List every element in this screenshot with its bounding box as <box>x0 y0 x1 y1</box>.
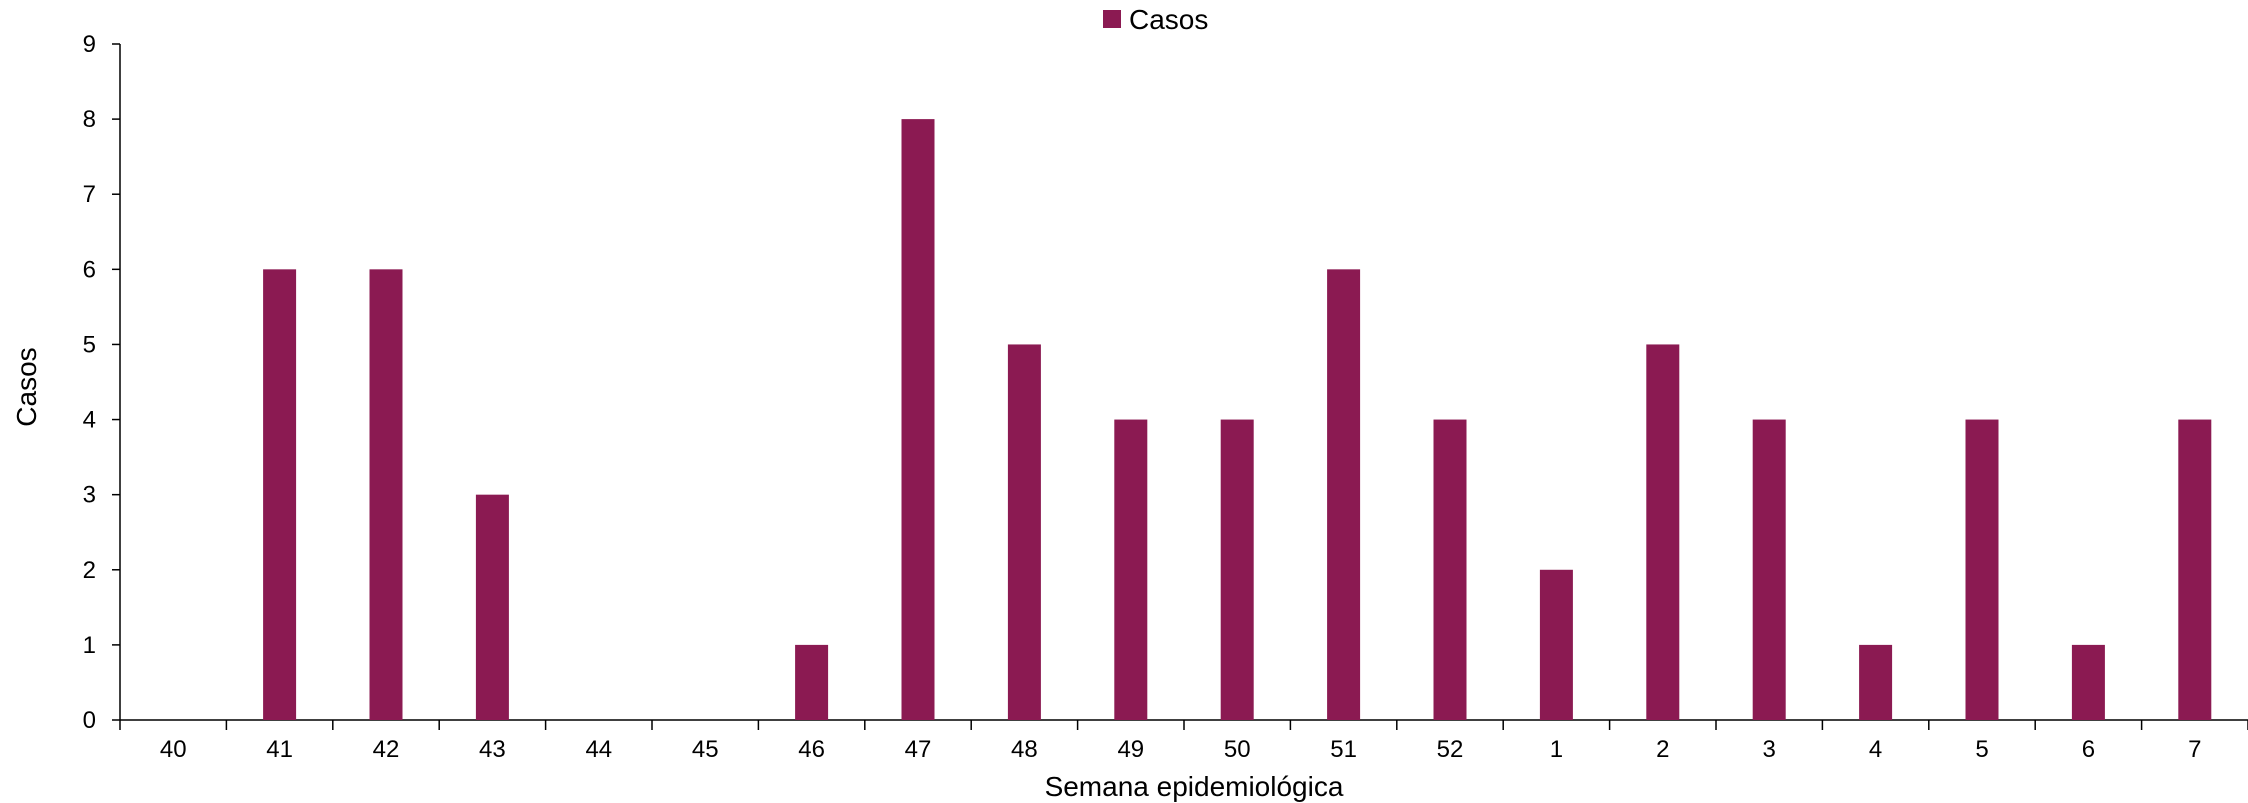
bar-week-3 <box>1752 419 1786 720</box>
legend-label: Casos <box>1129 4 1208 35</box>
x-tick-label: 44 <box>585 736 612 763</box>
x-tick-label: 52 <box>1437 736 1464 763</box>
bars <box>263 119 2212 721</box>
bar-week-51 <box>1327 269 1361 720</box>
x-tick-label: 2 <box>1656 736 1669 763</box>
x-tick-label: 42 <box>373 736 400 763</box>
x-tick-label: 43 <box>479 736 506 763</box>
x-tick-label: 45 <box>692 736 719 763</box>
x-tick-label: 4 <box>1869 736 1882 763</box>
y-tick-label: 2 <box>83 557 96 584</box>
x-tick-label: 51 <box>1330 736 1357 763</box>
x-tick-label: 47 <box>905 736 932 763</box>
bar-week-6 <box>2071 644 2105 720</box>
bar-week-42 <box>369 269 403 720</box>
bar-week-43 <box>475 494 509 720</box>
x-tick-label: 48 <box>1011 736 1038 763</box>
x-axis-title: Semana epidemiológica <box>1045 771 1344 802</box>
bar-week-46 <box>795 644 829 720</box>
x-tick-label: 49 <box>1117 736 1144 763</box>
y-tick-label: 9 <box>83 31 96 58</box>
x-tick-label: 40 <box>160 736 187 763</box>
legend-swatch <box>1103 10 1121 28</box>
bar-week-47 <box>901 119 935 721</box>
y-axis-title: Casos <box>11 347 42 426</box>
bar-week-41 <box>263 269 297 720</box>
bar-week-5 <box>1965 419 1999 720</box>
x-tick-label: 41 <box>266 736 293 763</box>
y-tick-label: 6 <box>83 256 96 283</box>
bar-week-4 <box>1859 644 1893 720</box>
x-axis: 40 41 42 43 44 45 46 47 48 49 50 51 52 1 2 3 4 5 6 7 <box>119 719 2248 763</box>
bar-week-1 <box>1539 569 1573 720</box>
bar-week-49 <box>1114 419 1148 720</box>
y-tick-label: 5 <box>83 331 96 358</box>
x-tick-label: 5 <box>1975 736 1988 763</box>
x-tick-label: 3 <box>1763 736 1776 763</box>
y-tick-label: 0 <box>83 707 96 734</box>
bar-week-7 <box>2178 419 2212 720</box>
x-tick-label: 7 <box>2188 736 2201 763</box>
bar-week-48 <box>1007 344 1041 720</box>
y-tick-label: 8 <box>83 106 96 133</box>
x-tick-label: 46 <box>798 736 825 763</box>
bar-week-50 <box>1220 419 1254 720</box>
bar-week-2 <box>1646 344 1680 720</box>
legend: Casos <box>1103 4 1208 35</box>
y-tick-label: 7 <box>83 181 96 208</box>
y-axis: 0 1 2 3 4 5 6 7 8 9 <box>83 31 121 734</box>
y-tick-label: 1 <box>83 632 96 659</box>
y-tick-label: 3 <box>83 482 96 509</box>
x-tick-label: 1 <box>1550 736 1563 763</box>
x-tick-label: 50 <box>1224 736 1251 763</box>
bar-week-52 <box>1433 419 1467 720</box>
x-tick-label: 6 <box>2082 736 2095 763</box>
y-tick-label: 4 <box>83 407 96 434</box>
